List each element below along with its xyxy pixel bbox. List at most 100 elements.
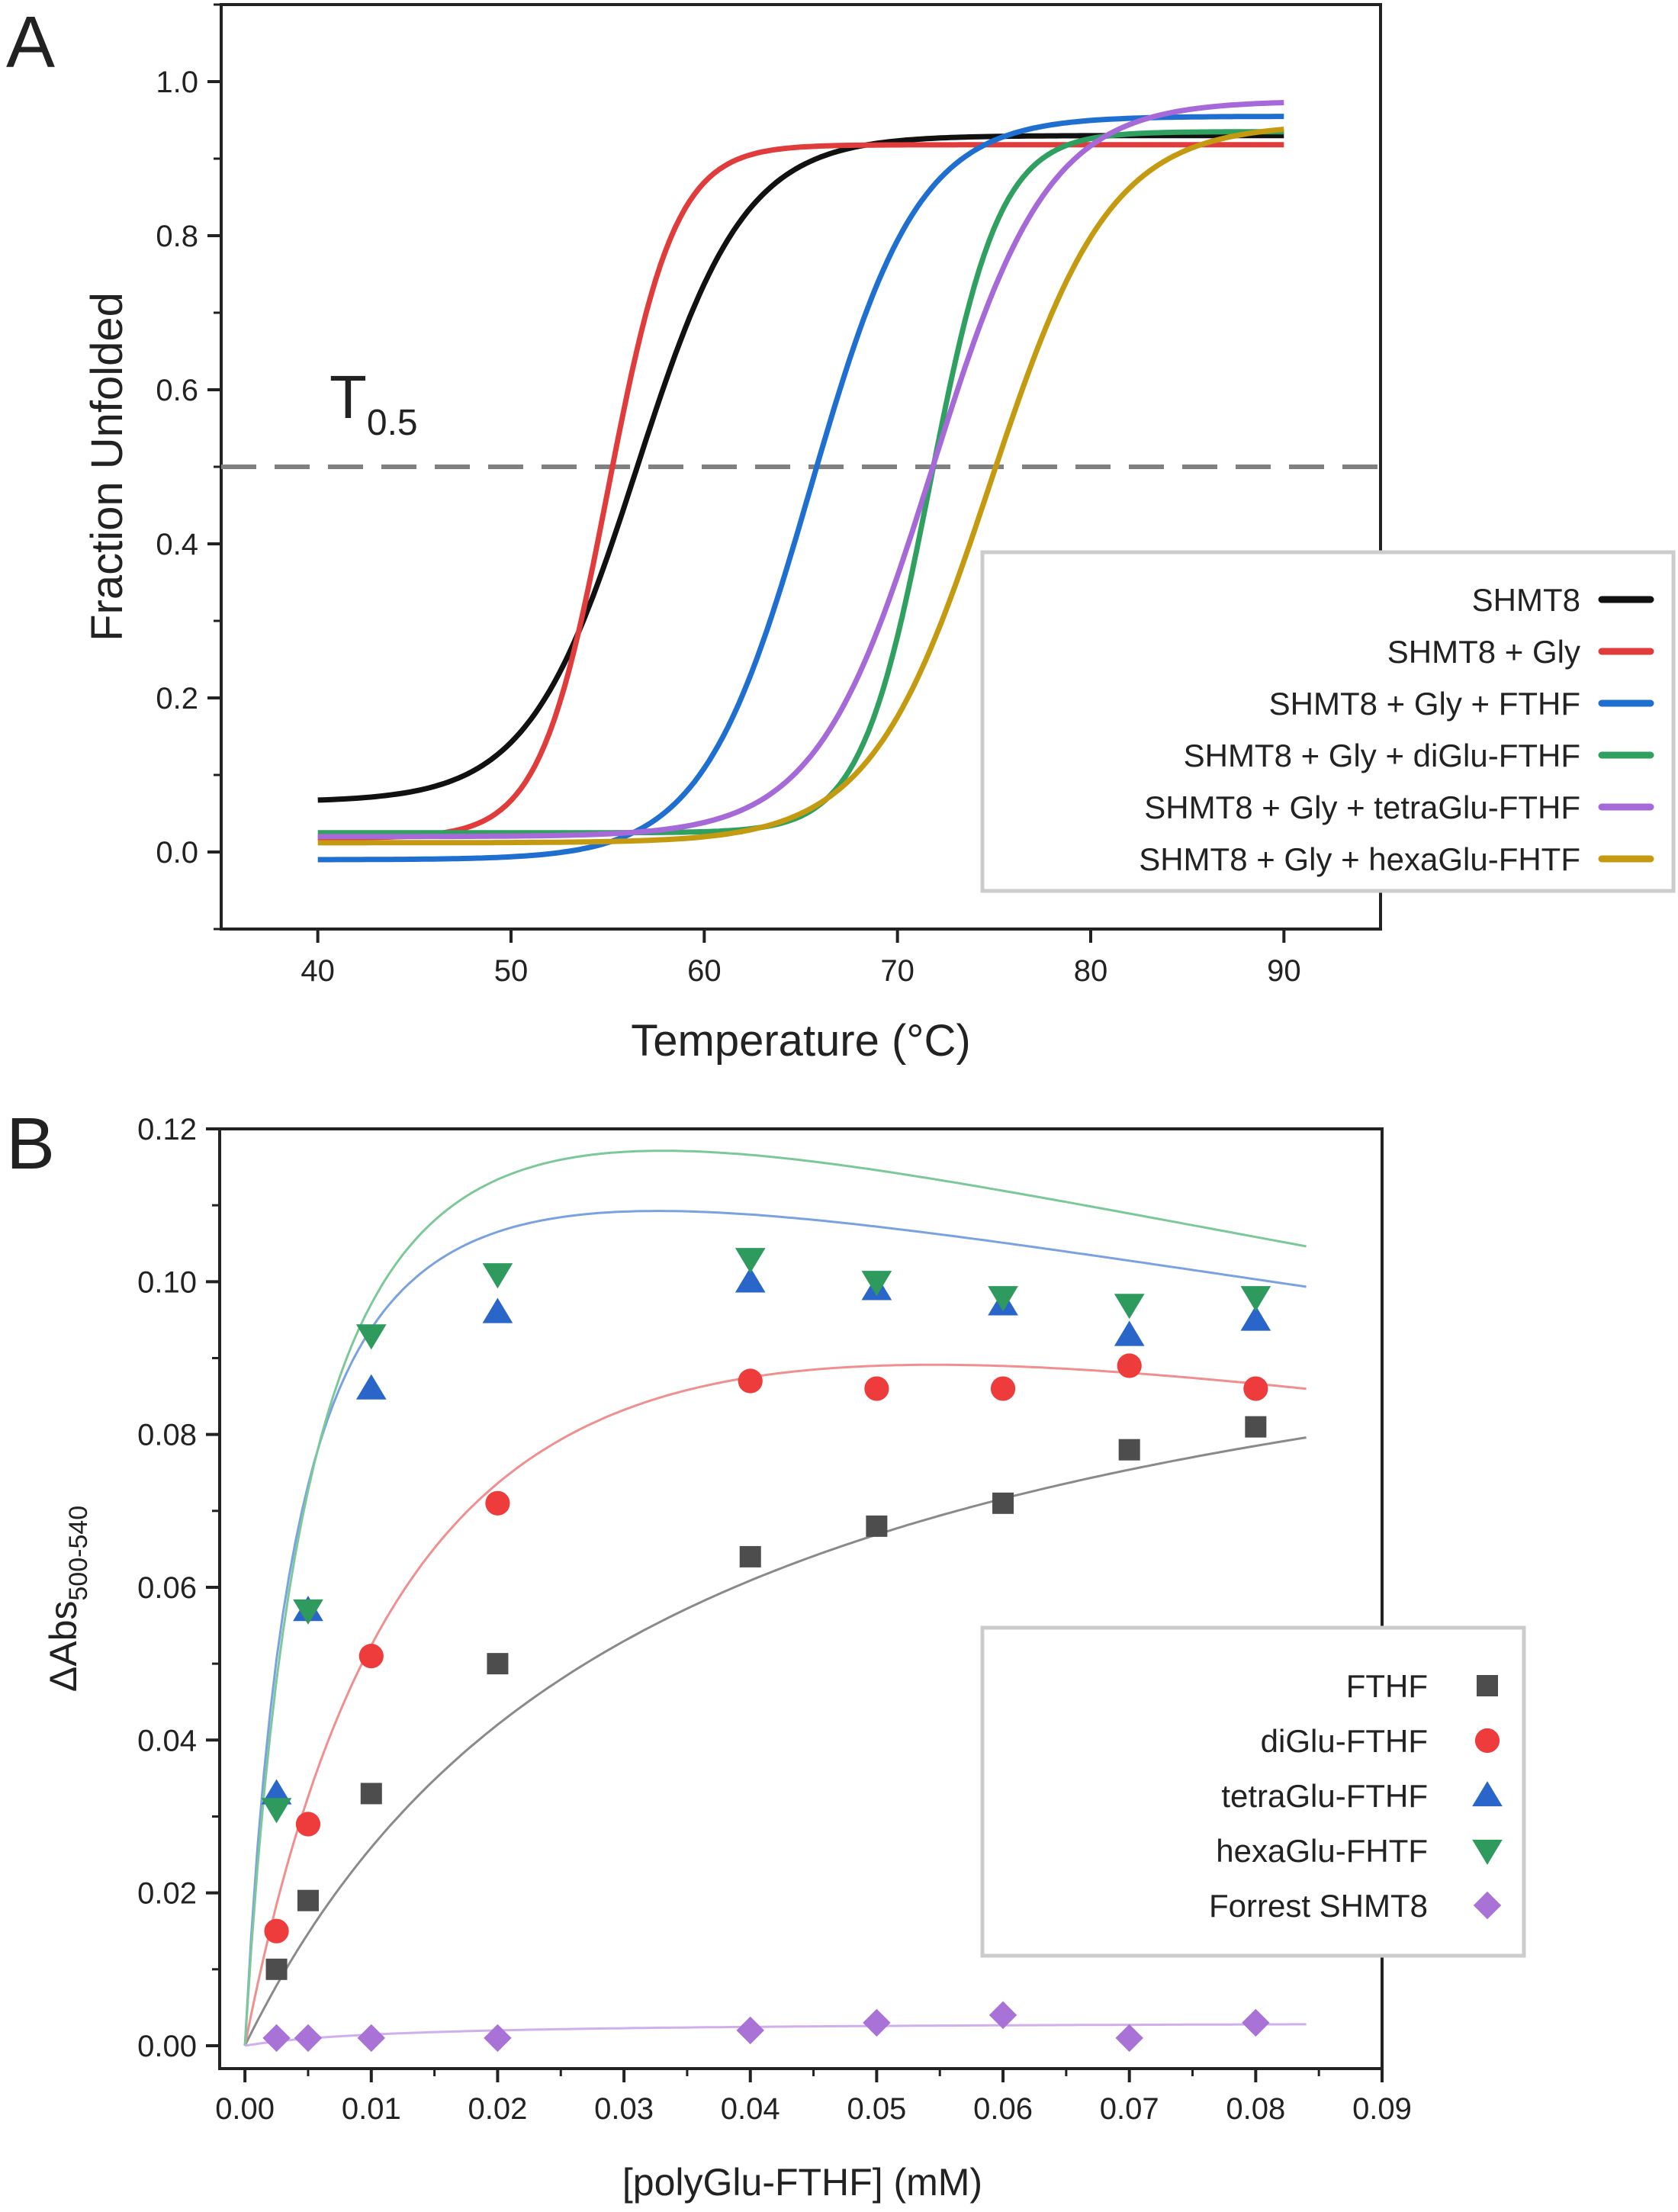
- b-point-series-3-4: [482, 1297, 513, 1323]
- b-y-tick-label: 0.08: [137, 1419, 197, 1452]
- b-legend-label-1: FTHF: [1346, 1668, 1428, 1704]
- a-legend-label-5: SHMT8 + Gly + tetraGlu-FTHF: [1144, 789, 1580, 825]
- a-curve-series-3: [317, 114, 1284, 863]
- b-point-series-1-4: [487, 1653, 509, 1675]
- b-point-series-3-3: [355, 1374, 387, 1400]
- b-point-series-5-4: [484, 2024, 512, 2053]
- b-point-series-5-2: [294, 2024, 323, 2053]
- b-point-series-2-5: [738, 1368, 763, 1394]
- b-legend-label-2: diGlu-FTHF: [1261, 1723, 1428, 1759]
- b-point-series-2-8: [1117, 1353, 1142, 1378]
- a-legend-label-3: SHMT8 + Gly + FTHF: [1269, 686, 1580, 722]
- panel-a-curves: [317, 100, 1284, 863]
- panel-a: A 40 50 60 70 80 90 0.0 0.2 0.4 0.6 0.8 1.0 T0.5 Te…: [6, 2, 1676, 1066]
- a-y-tick-label: 0.0: [156, 836, 198, 870]
- b-y-tick-label: 0.02: [137, 1877, 197, 1911]
- a-legend-label-6: SHMT8 + Gly + hexaGlu-FHTF: [1139, 841, 1580, 877]
- b-fit-curve-3: [243, 1210, 1307, 2046]
- a-curve-series-6: [317, 127, 1284, 846]
- a-legend-label-2: SHMT8 + Gly: [1387, 634, 1580, 670]
- panel-b-legend-box: [980, 1625, 1526, 1958]
- b-legend-marker-3: [1472, 1781, 1503, 1807]
- panel-b-plot-frame: [218, 1127, 1384, 2070]
- panel-b-ticks: 0.00 0.01 0.02 0.03 0.04 0.05 0.06 0.07 0.08 0.09…: [137, 1113, 1412, 2126]
- panel-a-letter: A: [6, 2, 55, 83]
- b-point-series-4-9: [1240, 1286, 1271, 1312]
- b-point-series-4-8: [1114, 1294, 1145, 1320]
- a-curve-series-2: [317, 142, 1284, 841]
- b-point-series-1-5: [739, 1545, 761, 1567]
- b-x-tick-label: 0.00: [215, 2092, 275, 2126]
- b-x-tick-label: 0.03: [594, 2092, 654, 2126]
- b-point-series-1-3: [360, 1783, 382, 1805]
- y-axis-sub: 500-540: [64, 1506, 93, 1601]
- panel-a-y-axis-title: Fraction Unfolded: [82, 292, 132, 641]
- annotation-subscript: 0.5: [367, 403, 418, 443]
- b-point-series-3-5: [735, 1267, 766, 1293]
- b-point-series-3-8: [1114, 1320, 1145, 1346]
- b-y-tick-label: 0.06: [137, 1571, 197, 1605]
- b-legend-marker-2: [1474, 1728, 1500, 1754]
- b-point-series-3-9: [1240, 1305, 1271, 1331]
- b-point-series-5-6: [863, 2008, 891, 2037]
- panel-a-legend-box: [980, 550, 1676, 893]
- b-point-series-1-7: [992, 1492, 1014, 1514]
- a-x-tick-label: 80: [1074, 954, 1108, 988]
- b-point-series-2-7: [990, 1376, 1016, 1401]
- a-y-tick-label: 1.0: [156, 66, 198, 99]
- panel-a-ticks: 40 50 60 70 80 90 0.0 0.2 0.4 0.6 0.8 1.0: [156, 3, 1301, 988]
- b-x-tick-label: 0.05: [847, 2092, 906, 2126]
- b-point-series-5-8: [1115, 2024, 1143, 2053]
- b-point-series-1-2: [297, 1889, 319, 1911]
- b-y-tick-label: 0.10: [137, 1265, 197, 1299]
- b-point-series-2-4: [485, 1490, 510, 1516]
- a-x-tick-label: 50: [494, 954, 529, 988]
- b-x-tick-label: 0.01: [342, 2092, 401, 2126]
- b-point-series-4-4: [482, 1263, 513, 1289]
- b-legend-marker-5: [1473, 1891, 1502, 1920]
- a-legend-label-1: SHMT8: [1472, 582, 1580, 618]
- b-x-tick-label: 0.07: [1100, 2092, 1159, 2126]
- b-legend-marker-4: [1472, 1839, 1503, 1865]
- b-point-series-2-1: [264, 1918, 289, 1944]
- b-point-series-4-2: [293, 1599, 323, 1625]
- b-point-series-2-3: [358, 1644, 384, 1669]
- panel-a-x-axis-title: Temperature (°C): [631, 1016, 970, 1066]
- panel-a-annotation: T0.5: [329, 363, 418, 443]
- b-x-tick-label: 0.06: [973, 2092, 1033, 2126]
- panel-a-legend: SHMT8 SHMT8 + Gly SHMT8 + Gly + FTHF SHMT8 …: [980, 550, 1676, 893]
- b-y-tick-label: 0.00: [137, 2030, 197, 2063]
- a-x-tick-label: 90: [1267, 954, 1301, 988]
- b-point-series-4-1: [261, 1798, 292, 1824]
- b-legend-marker-1: [1477, 1675, 1498, 1696]
- panel-b-data-points: [261, 1248, 1271, 2053]
- b-point-series-4-7: [988, 1286, 1018, 1312]
- panel-b-letter: B: [6, 1103, 55, 1185]
- panel-b-legend: FTHF diGlu-FTHF tetraGlu-FTHF hexaGlu-FHTF F…: [980, 1625, 1526, 1958]
- b-x-tick-label: 0.04: [721, 2092, 780, 2126]
- b-point-series-4-5: [735, 1248, 766, 1274]
- a-x-tick-label: 40: [301, 954, 335, 988]
- b-x-tick-label: 0.08: [1226, 2092, 1285, 2126]
- annotation-t: T: [329, 363, 367, 431]
- a-curve-series-5: [317, 100, 1284, 840]
- b-point-series-5-9: [1242, 2008, 1270, 2037]
- b-point-series-4-6: [861, 1271, 892, 1297]
- y-axis-main: ΔAbs: [42, 1601, 85, 1693]
- panel-b: B 0.00 0.01 0.02 0.03 0.04 0.05 0.06 0.07 0.08 0.…: [6, 1103, 1526, 2204]
- b-legend-label-3: tetraGlu-FTHF: [1221, 1778, 1428, 1814]
- b-point-series-1-9: [1245, 1416, 1267, 1438]
- b-x-tick-label: 0.09: [1352, 2092, 1412, 2126]
- b-y-tick-label: 0.04: [137, 1724, 197, 1757]
- a-x-tick-label: 70: [880, 954, 915, 988]
- b-point-series-5-1: [262, 2024, 291, 2053]
- a-y-tick-label: 0.6: [156, 374, 198, 407]
- b-point-series-2-2: [295, 1812, 321, 1837]
- b-point-series-4-3: [355, 1324, 387, 1350]
- b-point-series-1-8: [1118, 1439, 1140, 1461]
- b-y-tick-label: 0.12: [137, 1113, 197, 1146]
- b-fit-curve-5: [244, 2023, 1307, 2047]
- b-legend-label-5: Forrest SHMT8: [1209, 1888, 1428, 1924]
- b-point-series-1-1: [265, 1958, 288, 1980]
